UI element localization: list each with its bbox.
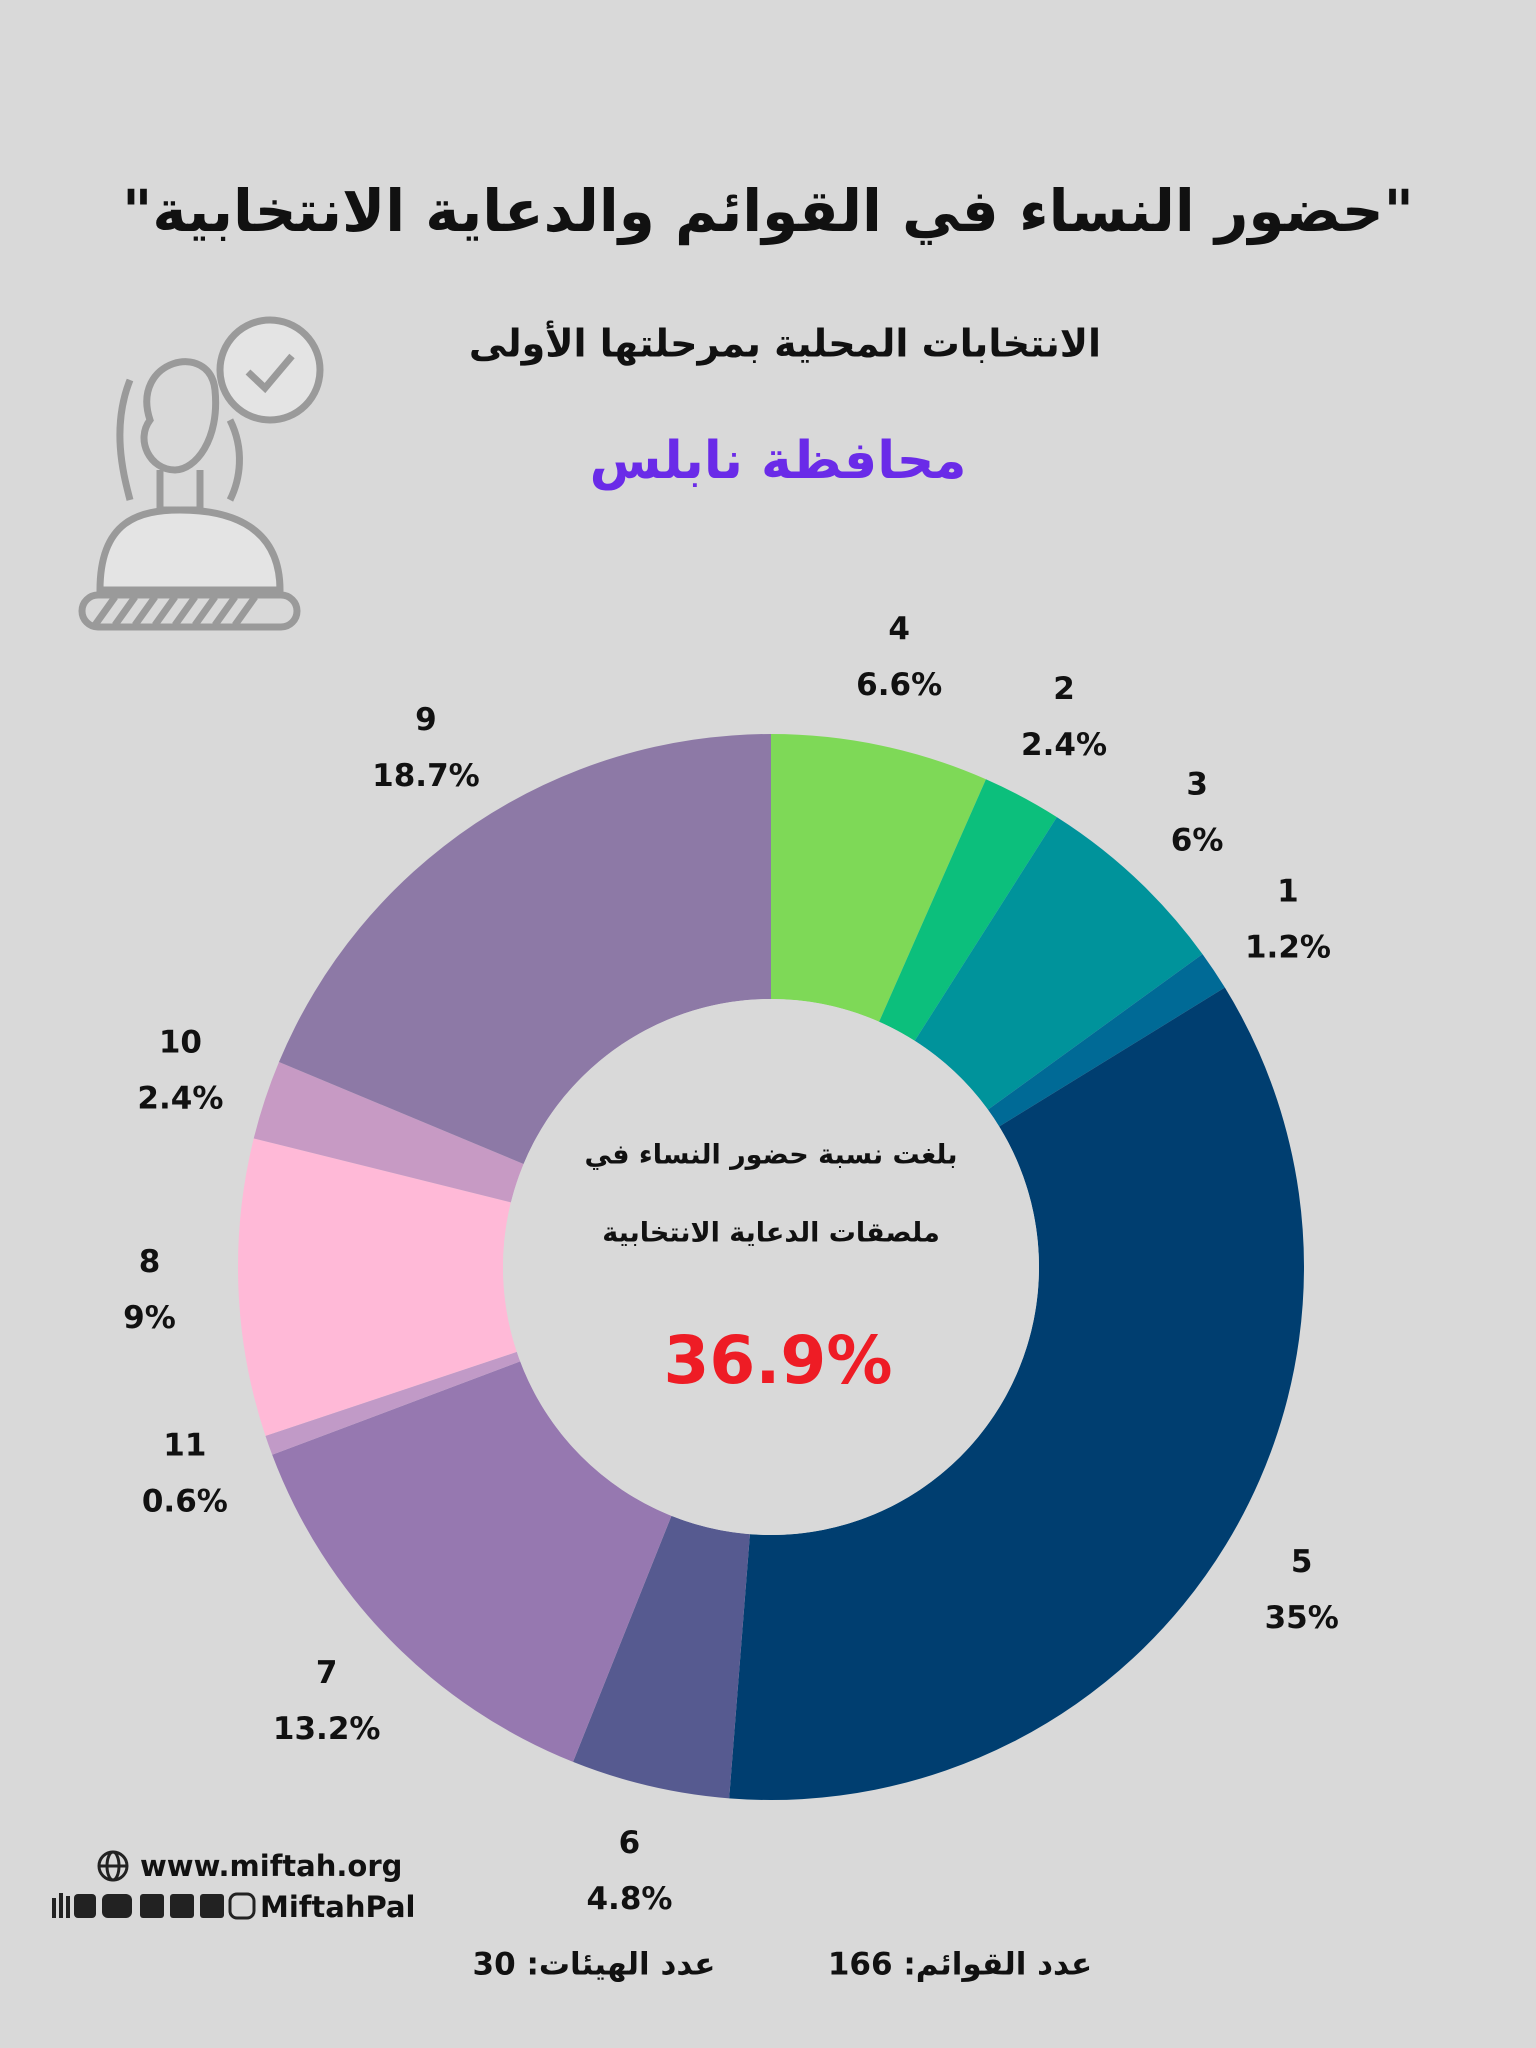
value-label: 6.6% [856,667,942,703]
handle: MiftahPal [260,1890,415,1924]
website: www.miftah.org [140,1849,402,1883]
donut-segment [987,954,1225,1127]
center-note: 36.9% [664,1322,893,1399]
value-label: 4.8% [586,1881,672,1917]
title: "حضور النساء في القوائم والدعاية الانتخا… [122,177,1414,246]
subtitle: الانتخابات المحلية بمرحلتها الأولى [469,320,1101,367]
segment-label: 4 [888,611,910,647]
segment-label: 9 [415,702,437,738]
segment-label: 10 [159,1024,202,1060]
segment-label: 6 [619,1825,641,1861]
value-label: 2.4% [1021,727,1107,763]
donut-segment [238,1138,517,1436]
center-text: ملصقات الدعاية الانتخابية [602,1218,940,1249]
donut-chart: 4 6.6% 2 2.4% 3 6% 1 1.2% 5 35% 6 4.8% 7 13.2% 11 0.6% 8… [123,611,1339,1917]
donut-segment [253,1062,524,1203]
value-label: 13.2% [273,1711,381,1747]
globe-icon [97,1850,129,1882]
donut-segment [265,1351,521,1455]
donut-segment [573,1515,750,1799]
lists-count: عدد القوائم: 166 [828,1947,1092,1983]
icon [78,316,324,631]
segment-label: 11 [163,1428,206,1464]
value-label: 18.7% [372,758,480,794]
segment-label: 3 [1186,766,1208,802]
value-label: 35% [1265,1600,1339,1636]
segment-label: 7 [316,1655,338,1691]
social-icons [52,1892,256,1920]
segment-label: 2 [1053,671,1075,707]
donut-segment [278,734,771,1164]
donut-segment [914,817,1203,1110]
value-label: 9% [123,1300,176,1336]
donut-segment [272,1361,672,1762]
bodies-count: عدد الهيئات: 30 [473,1947,716,1983]
donut-segment [771,734,986,1022]
donut-hole [503,999,1039,1535]
segment-label: 8 [139,1244,161,1280]
value-label: 6% [1171,822,1224,858]
center-text: بلغت نسبة حضور النساء في [585,1140,958,1171]
value-label: 1.2% [1245,930,1331,966]
donut-segment [879,779,1057,1041]
segment-label: 1 [1277,874,1299,910]
value-label: 2.4% [137,1080,223,1116]
segment-label: 5 [1291,1544,1313,1580]
value-label: 0.6% [142,1484,228,1520]
region: محافظة نابلس [590,431,967,491]
donut-segment [729,987,1304,1800]
